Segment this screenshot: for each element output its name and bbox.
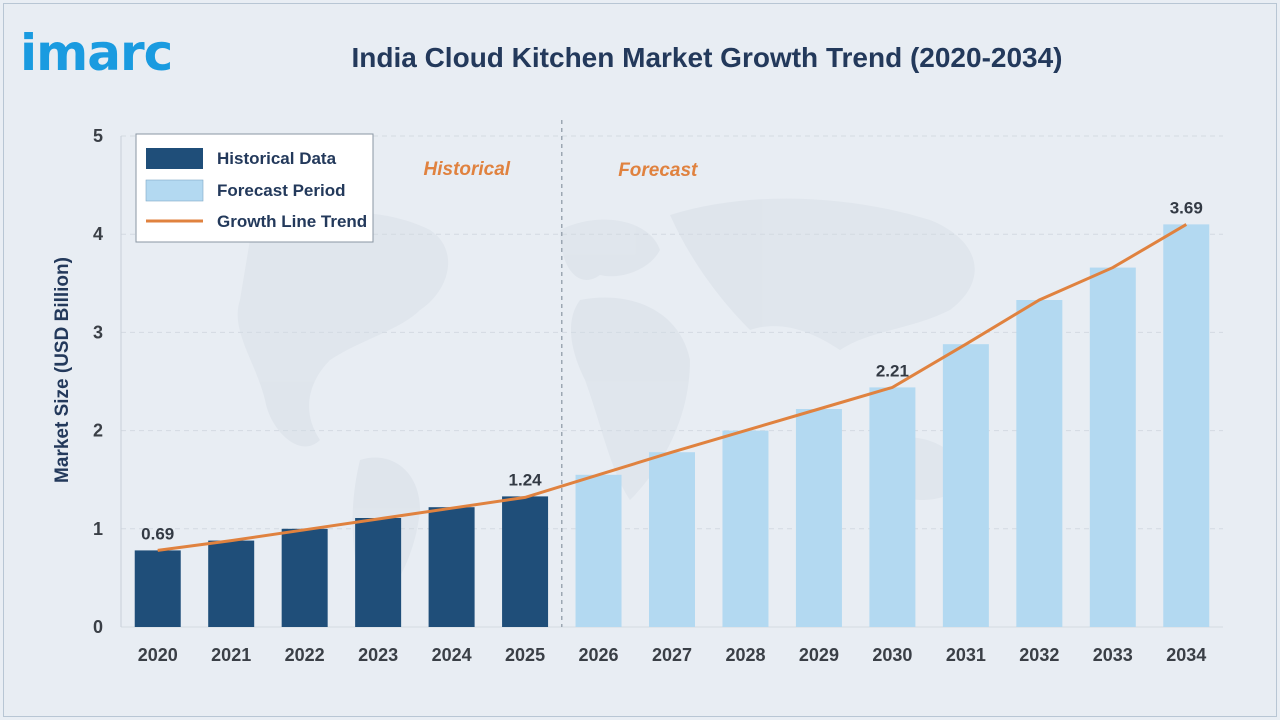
bars bbox=[134, 224, 1210, 627]
bar-2023 bbox=[355, 517, 402, 627]
y-tick-label: 5 bbox=[93, 126, 103, 146]
x-tick-label: 2034 bbox=[1166, 645, 1206, 665]
y-axis-title: Market Size (USD Billion) bbox=[52, 257, 73, 483]
x-tick-label: 2028 bbox=[725, 645, 765, 665]
x-tick-label: 2033 bbox=[1093, 645, 1133, 665]
x-tick-label: 2025 bbox=[505, 645, 545, 665]
y-tick-label: 2 bbox=[93, 421, 103, 441]
chart-title: India Cloud Kitchen Market Growth Trend … bbox=[351, 42, 1063, 73]
legend-label-trend: Growth Line Trend bbox=[217, 212, 367, 231]
x-tick-label: 2029 bbox=[799, 645, 839, 665]
bar-2033 bbox=[1089, 267, 1136, 627]
bar-2025 bbox=[502, 496, 549, 627]
x-axis-ticks: 2020 2021 2022 2023 2024 2025 2026 2027 2028 2029… bbox=[138, 645, 1207, 665]
bar-2030 bbox=[869, 387, 916, 627]
bar-2031 bbox=[942, 344, 989, 627]
growth-trend-line bbox=[157, 223, 1188, 552]
legend: Historical Data Forecast Period Growth L… bbox=[135, 133, 374, 243]
x-tick-label: 2031 bbox=[946, 645, 986, 665]
bar-2021 bbox=[208, 540, 255, 627]
x-tick-label: 2026 bbox=[579, 645, 619, 665]
data-label-2030: 2.21 bbox=[876, 361, 909, 380]
legend-swatch-forecast bbox=[145, 179, 204, 202]
imarc-logo: imarc bbox=[20, 24, 173, 82]
x-tick-label: 2022 bbox=[285, 645, 325, 665]
x-tick-label: 2030 bbox=[872, 645, 912, 665]
bar-2027 bbox=[649, 452, 695, 627]
legend-label-forecast: Forecast Period bbox=[217, 181, 346, 200]
y-tick-label: 3 bbox=[93, 322, 103, 342]
legend-swatch-historical bbox=[146, 148, 203, 169]
bar-2032 bbox=[1016, 299, 1063, 627]
phase-label-forecast: Forecast bbox=[618, 160, 698, 181]
bar-2024 bbox=[428, 507, 475, 627]
bar-2026 bbox=[575, 474, 622, 627]
legend-label-historical: Historical Data bbox=[217, 149, 337, 168]
y-tick-label: 4 bbox=[93, 224, 103, 244]
x-tick-label: 2024 bbox=[432, 645, 472, 665]
bar-2034 bbox=[1163, 224, 1210, 627]
x-tick-label: 2023 bbox=[358, 645, 398, 665]
bar-2022 bbox=[281, 528, 328, 627]
data-label-2020: 0.69 bbox=[141, 524, 174, 543]
phase-label-historical: Historical bbox=[424, 159, 511, 180]
y-tick-label: 0 bbox=[93, 617, 103, 637]
data-labels: 0.69 1.24 2.21 3.69 bbox=[141, 198, 1203, 543]
x-tick-label: 2021 bbox=[211, 645, 251, 665]
bar-2020 bbox=[134, 550, 181, 627]
x-tick-label: 2032 bbox=[1019, 645, 1059, 665]
x-tick-label: 2027 bbox=[652, 645, 692, 665]
data-label-2034: 3.69 bbox=[1170, 198, 1203, 217]
data-label-2025: 1.24 bbox=[509, 470, 543, 489]
y-axis-ticks: 0 1 2 3 4 5 bbox=[93, 126, 103, 637]
x-tick-label: 2020 bbox=[138, 645, 178, 665]
bar-2028 bbox=[722, 430, 769, 627]
y-tick-label: 1 bbox=[93, 519, 103, 539]
bar-2029 bbox=[795, 408, 842, 627]
